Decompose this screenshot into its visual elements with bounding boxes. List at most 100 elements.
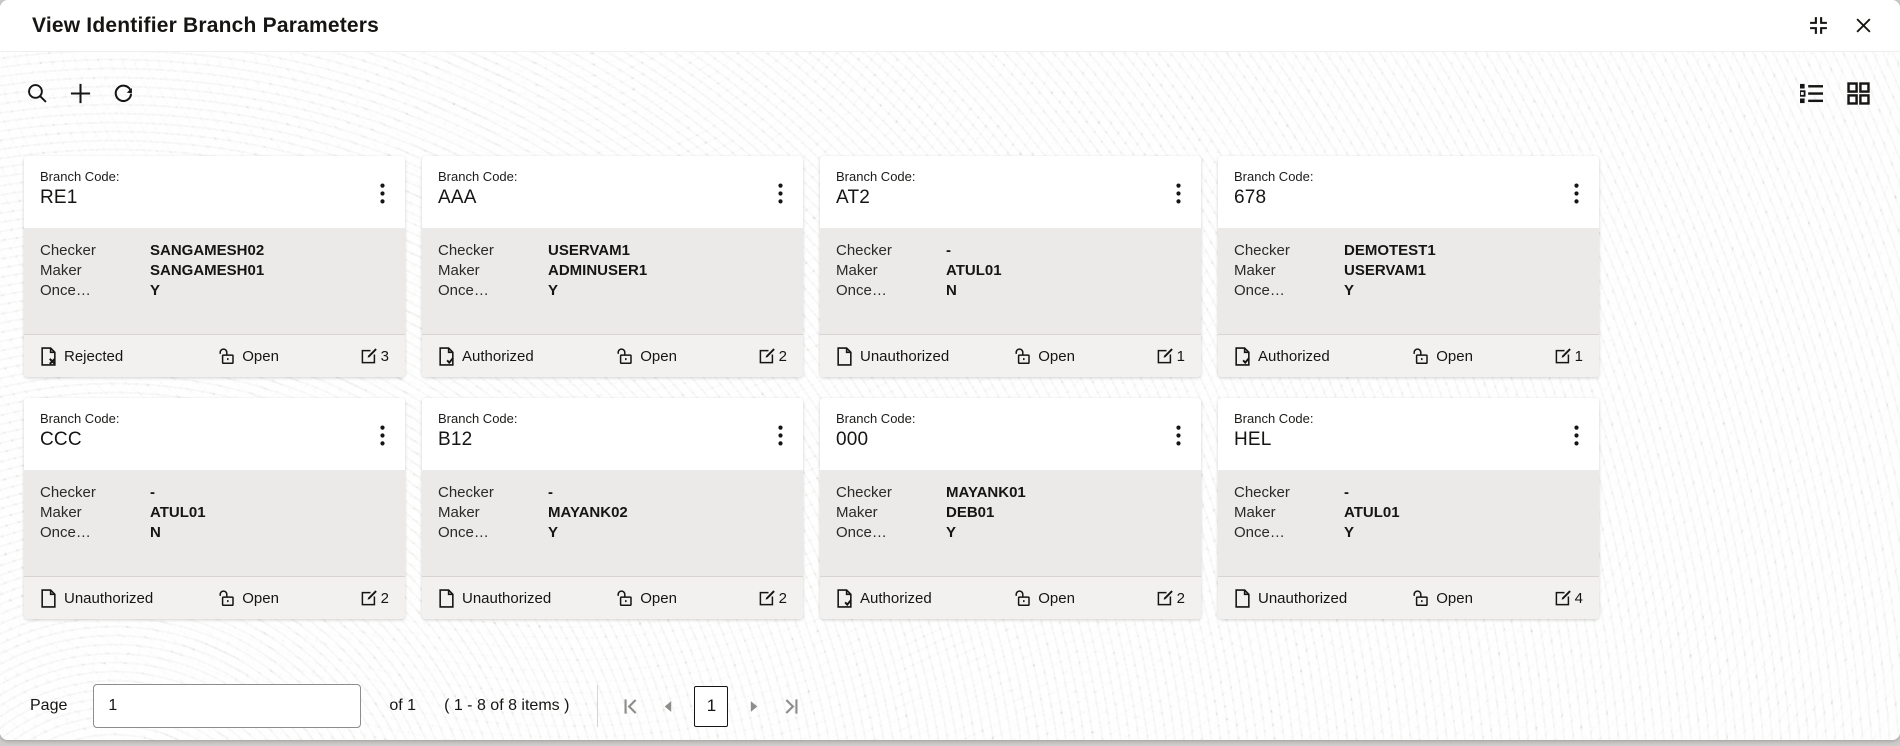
last-page-button[interactable]: [771, 691, 810, 722]
card-status-row: Unauthorized Open: [422, 576, 803, 619]
toolbar: [24, 80, 1872, 106]
add-button[interactable]: [67, 80, 94, 107]
maker-row: Maker ADMINUSER1: [438, 261, 787, 281]
page-label: Page: [30, 697, 68, 714]
document-x-icon: [40, 346, 57, 366]
record-status-label: Open: [242, 589, 279, 607]
pagination-bar: Page of 1 ( 1 - 8 of 8 items ): [30, 684, 1900, 728]
checker-row: Checker -: [1234, 483, 1583, 503]
maker-row: Maker ATUL01: [1234, 503, 1583, 523]
branch-code-value: AT2: [836, 187, 871, 208]
card-menu-button[interactable]: [370, 175, 395, 212]
collapse-window-button[interactable]: [1806, 13, 1831, 38]
once-row: Once… N: [40, 523, 389, 543]
authorization-status-label: Unauthorized: [462, 589, 552, 607]
close-icon: [1855, 17, 1872, 34]
document-check-icon: [438, 346, 455, 366]
card-menu-button[interactable]: [1564, 417, 1589, 454]
unlock-icon: [616, 347, 633, 365]
first-page-button[interactable]: [612, 691, 651, 722]
edit-count: 2: [1156, 589, 1185, 607]
branch-card[interactable]: Branch Code: B12 Checker - Maker MAYANK0…: [422, 398, 803, 619]
pagination-nav: 1: [612, 685, 810, 727]
branch-code-label: Branch Code:: [438, 169, 518, 184]
record-status: Open: [1412, 589, 1553, 607]
grid-view-button[interactable]: [1845, 80, 1872, 107]
next-page-button[interactable]: [736, 693, 771, 720]
document-icon: [836, 346, 853, 366]
field-value: Y: [150, 282, 161, 299]
page-input[interactable]: [93, 684, 362, 728]
next-page-icon: [746, 699, 761, 714]
close-window-button[interactable]: [1853, 15, 1874, 36]
branch-card[interactable]: Branch Code: CCC Checker - Maker ATUL01: [24, 398, 405, 619]
card-status-row: Unauthorized Open: [24, 576, 405, 619]
branch-card[interactable]: Branch Code: 000 Checker MAYANK01 Maker …: [820, 398, 1201, 619]
branch-code-value: 000: [836, 429, 869, 450]
field-label: Maker: [836, 504, 878, 521]
field-value: SANGAMESH01: [150, 262, 265, 279]
branch-card[interactable]: Branch Code: AT2 Checker - Maker ATUL01: [820, 156, 1201, 377]
card-menu-button[interactable]: [1166, 175, 1191, 212]
card-header: Branch Code: CCC: [24, 398, 405, 470]
edit-icon: [1554, 347, 1572, 365]
branch-card[interactable]: Branch Code: HEL Checker - Maker ATUL01: [1218, 398, 1599, 619]
field-value: -: [1344, 484, 1349, 501]
plus-icon: [69, 82, 92, 105]
unlock-icon: [1014, 589, 1031, 607]
last-page-icon: [781, 697, 800, 716]
unlock-icon: [1412, 347, 1429, 365]
record-status-label: Open: [640, 347, 677, 365]
authorization-status-label: Unauthorized: [1258, 589, 1348, 607]
card-menu-button[interactable]: [370, 417, 395, 454]
field-label: Once…: [836, 524, 887, 541]
refresh-button[interactable]: [110, 80, 137, 107]
card-details: Checker - Maker MAYANK02 Once… Y: [422, 470, 803, 576]
field-label: Checker: [836, 242, 892, 259]
collapse-icon: [1808, 15, 1829, 36]
card-details: Checker - Maker ATUL01 Once… Y: [1218, 470, 1599, 576]
field-value: N: [150, 524, 161, 541]
previous-page-button[interactable]: [651, 693, 686, 720]
card-menu-button[interactable]: [768, 175, 793, 212]
checker-row: Checker USERVAM1: [438, 241, 787, 261]
edit-count-value: 2: [778, 589, 787, 607]
edit-icon: [1554, 589, 1572, 607]
grid-view-icon: [1847, 81, 1870, 105]
list-view-button[interactable]: [1798, 81, 1825, 106]
branch-code-value: RE1: [40, 187, 78, 208]
window-actions: [1806, 13, 1874, 38]
field-label: Checker: [438, 484, 494, 501]
refresh-icon: [112, 82, 135, 105]
record-status-label: Open: [1436, 589, 1473, 607]
current-page-button[interactable]: 1: [694, 685, 729, 727]
field-value: Y: [946, 524, 957, 541]
authorization-status: Authorized: [1234, 346, 1412, 366]
edit-count-value: 4: [1574, 589, 1583, 607]
card-menu-button[interactable]: [1564, 175, 1589, 212]
card-details: Checker - Maker ATUL01 Once… N: [24, 470, 405, 576]
card-menu-button[interactable]: [1166, 417, 1191, 454]
checker-row: Checker MAYANK01: [836, 483, 1185, 503]
branch-card[interactable]: Branch Code: 678 Checker DEMOTEST1 Maker…: [1218, 156, 1599, 377]
edit-icon: [758, 589, 776, 607]
maker-row: Maker DEB01: [836, 503, 1185, 523]
authorization-status-label: Authorized: [462, 347, 534, 365]
field-label: Maker: [836, 262, 878, 279]
field-label: Checker: [40, 242, 96, 259]
unlock-icon: [1014, 347, 1031, 365]
maker-row: Maker ATUL01: [40, 503, 389, 523]
branch-card[interactable]: Branch Code: RE1 Checker SANGAMESH02 Mak…: [24, 156, 405, 377]
field-label: Maker: [40, 504, 82, 521]
branch-card[interactable]: Branch Code: AAA Checker USERVAM1 Maker …: [422, 156, 803, 377]
authorization-status-label: Unauthorized: [860, 347, 950, 365]
field-value: USERVAM1: [1344, 262, 1426, 279]
branch-code-label: Branch Code:: [438, 411, 518, 426]
card-menu-button[interactable]: [768, 417, 793, 454]
search-button[interactable]: [24, 80, 51, 107]
branch-code-value: 678: [1234, 187, 1267, 208]
card-header: Branch Code: HEL: [1218, 398, 1599, 470]
once-row: Once… Y: [438, 523, 787, 543]
card-header: Branch Code: B12: [422, 398, 803, 470]
